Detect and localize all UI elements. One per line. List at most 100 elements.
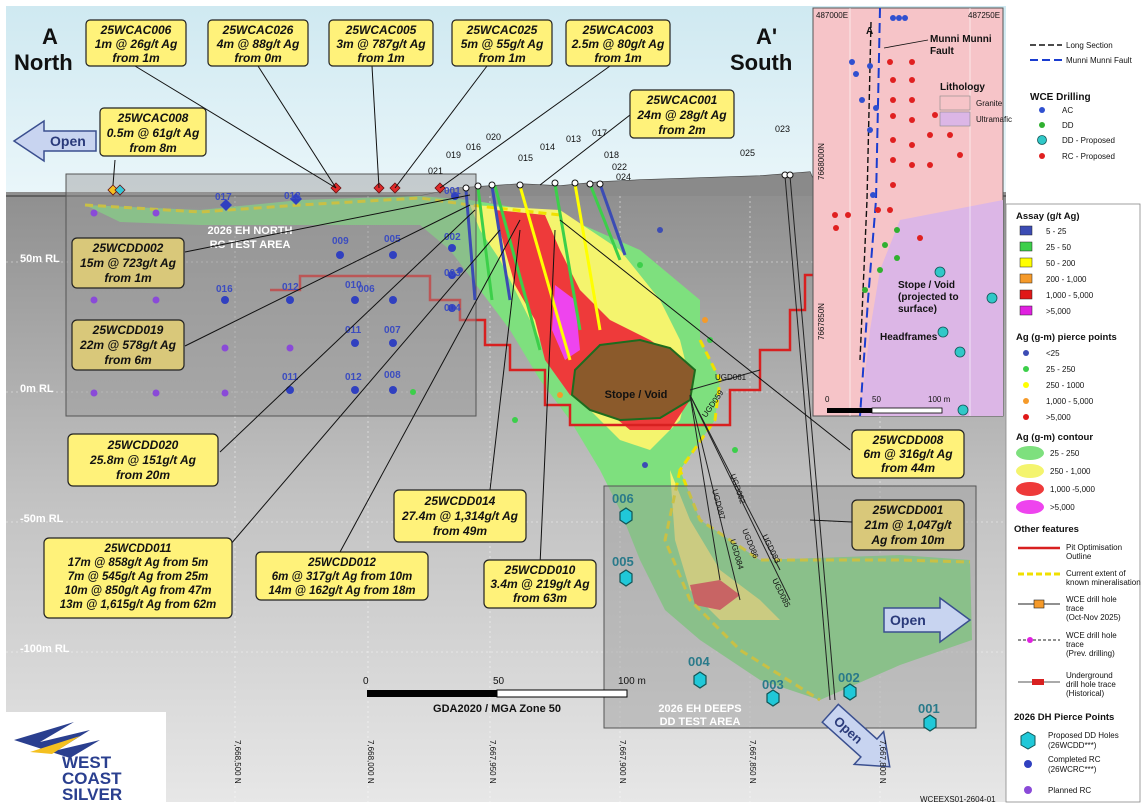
northing-labels: 7,668,500 N 7,668,000 N 7,667,950 N 7,66… bbox=[233, 740, 887, 784]
svg-text:DD - Proposed: DD - Proposed bbox=[1062, 136, 1115, 145]
collars bbox=[462, 171, 794, 192]
svg-text:7,667,900 N: 7,667,900 N bbox=[618, 740, 627, 784]
svg-text:022: 022 bbox=[612, 162, 627, 172]
section-end-a-letter: A bbox=[42, 24, 58, 49]
svg-text:trace: trace bbox=[1066, 640, 1084, 649]
svg-text:0.5m @ 61g/t Ag: 0.5m @ 61g/t Ag bbox=[107, 126, 200, 140]
svg-text:from 1m: from 1m bbox=[104, 271, 152, 285]
callout-wcdd011: 25WCDD011 17m @ 858g/t Ag from 5m 7m @ 5… bbox=[43, 537, 233, 619]
inset-fault-line bbox=[859, 7, 881, 417]
callout-wcdd020: 25WCDD020 25.8m @ 151g/t Ag from 20m bbox=[67, 433, 219, 487]
svg-text:drill hole trace: drill hole trace bbox=[1066, 680, 1116, 689]
drill-traces-old bbox=[689, 175, 836, 701]
callout-wcac008: 25WCAC008 0.5m @ 61g/t Ag from 8m bbox=[99, 107, 207, 157]
svg-text:Underground: Underground bbox=[1066, 671, 1113, 680]
svg-text:001: 001 bbox=[918, 701, 940, 716]
svg-text:24m @ 28g/t Ag: 24m @ 28g/t Ag bbox=[636, 108, 727, 122]
svg-text:SILVER: SILVER bbox=[62, 785, 122, 804]
callout-wcac026: 25WCAC026 4m @ 88g/t Ag from 0m bbox=[207, 19, 309, 67]
svg-text:surface): surface) bbox=[898, 304, 937, 315]
svg-text:004: 004 bbox=[688, 654, 710, 669]
svg-text:0: 0 bbox=[363, 676, 369, 687]
svg-text:017: 017 bbox=[592, 128, 607, 138]
svg-text:13m @ 1,615g/t Ag from 62m: 13m @ 1,615g/t Ag from 62m bbox=[60, 599, 217, 611]
svg-text:25WCDD014: 25WCDD014 bbox=[424, 494, 496, 508]
svg-text:1,000 - 5,000: 1,000 - 5,000 bbox=[1046, 397, 1094, 406]
svg-text:25WCAC006: 25WCAC006 bbox=[100, 23, 172, 37]
svg-text:UGD061: UGD061 bbox=[715, 373, 747, 382]
svg-text:2026 DH Pierce Points: 2026 DH Pierce Points bbox=[1014, 712, 1114, 723]
north-test-area-sub: RC TEST AREA bbox=[210, 239, 291, 251]
svg-text:WEST: WEST bbox=[62, 753, 112, 772]
svg-text:Open: Open bbox=[890, 612, 926, 628]
svg-text:25WCAC005: 25WCAC005 bbox=[345, 23, 417, 37]
svg-text:Completed RC: Completed RC bbox=[1048, 755, 1101, 764]
svg-text:10m @ 850g/t Ag from 47m: 10m @ 850g/t Ag from 47m bbox=[65, 585, 212, 597]
stope-void bbox=[570, 338, 697, 422]
svg-text:Proposed DD Holes: Proposed DD Holes bbox=[1048, 731, 1119, 740]
svg-text:019: 019 bbox=[446, 150, 461, 160]
svg-text:012: 012 bbox=[345, 372, 362, 383]
svg-text:Open: Open bbox=[50, 133, 86, 149]
contour-over-5000 bbox=[552, 285, 580, 360]
svg-text:005: 005 bbox=[384, 234, 401, 245]
svg-text:3m @ 787g/t Ag: 3m @ 787g/t Ag bbox=[336, 37, 426, 51]
svg-text:50 - 200: 50 - 200 bbox=[1046, 259, 1076, 268]
svg-text:7668000N: 7668000N bbox=[817, 143, 826, 180]
svg-text:7,667,800 N: 7,667,800 N bbox=[878, 740, 887, 784]
callout-wcac003: 25WCAC003 2.5m @ 80g/t Ag from 1m bbox=[565, 19, 671, 67]
svg-text:013: 013 bbox=[566, 134, 581, 144]
svg-text:25 - 250: 25 - 250 bbox=[1050, 449, 1080, 458]
svg-text:(projected to: (projected to bbox=[898, 292, 959, 303]
collar-hole-ids: 021 019 016 020 015 014 013 017 018 022 … bbox=[428, 124, 790, 182]
svg-text:25WCDD012: 25WCDD012 bbox=[307, 557, 376, 569]
svg-text:25 - 50: 25 - 50 bbox=[1046, 243, 1071, 252]
svg-text:020: 020 bbox=[486, 132, 501, 142]
open-arrow-left: Open bbox=[12, 119, 97, 163]
svg-text:25WCDD010: 25WCDD010 bbox=[504, 563, 576, 577]
svg-text:Planned RC: Planned RC bbox=[1048, 786, 1091, 795]
svg-text:200 - 1,000: 200 - 1,000 bbox=[1046, 275, 1087, 284]
callout-leaders bbox=[112, 65, 853, 566]
svg-text:010: 010 bbox=[345, 280, 362, 291]
company-logo: WEST COAST SILVER bbox=[6, 712, 166, 804]
svg-text:27.4m @ 1,314g/t Ag: 27.4m @ 1,314g/t Ag bbox=[401, 509, 519, 523]
svg-text:2.5m @ 80g/t Ag: 2.5m @ 80g/t Ag bbox=[571, 37, 665, 51]
svg-text:100 m: 100 m bbox=[928, 395, 951, 404]
svg-text:023: 023 bbox=[775, 124, 790, 134]
svg-text:4m @ 88g/t Ag: 4m @ 88g/t Ag bbox=[216, 37, 300, 51]
rl-label-minus100: -100m RL bbox=[20, 643, 70, 655]
drill-traces bbox=[464, 183, 627, 361]
svg-text:6m @ 316g/t Ag: 6m @ 316g/t Ag bbox=[863, 447, 953, 461]
callout-wcdd019: 25WCDD019 22m @ 578g/t Ag from 6m bbox=[71, 319, 185, 371]
svg-text:from 6m: from 6m bbox=[104, 353, 152, 367]
assay-legend-items: 5 - 25 25 - 50 50 - 200 200 - 1,000 1,00… bbox=[1019, 225, 1094, 316]
inset-map: 487000E 487250E 7668000N 7667850N A Munn… bbox=[812, 7, 1133, 417]
svg-text:(26WCRC***): (26WCRC***) bbox=[1048, 765, 1097, 774]
svg-text:016: 016 bbox=[466, 142, 481, 152]
svg-text:known mineralisation: known mineralisation bbox=[1066, 578, 1141, 587]
svg-text:50: 50 bbox=[493, 676, 505, 687]
svg-text:011: 011 bbox=[282, 372, 299, 383]
svg-text:(Historical): (Historical) bbox=[1066, 689, 1105, 698]
svg-text:from 8m: from 8m bbox=[129, 141, 177, 155]
svg-text:011: 011 bbox=[345, 325, 362, 336]
callout-wcdd002: 25WCDD002 15m @ 723g/t Ag from 1m bbox=[71, 237, 185, 289]
dd-pierce-labels: 006 005 004 003 002 001 bbox=[612, 491, 940, 716]
svg-text:7,668,000 N: 7,668,000 N bbox=[366, 740, 375, 784]
svg-text:AC: AC bbox=[1062, 106, 1073, 115]
svg-text:002: 002 bbox=[444, 232, 461, 243]
dh-legend-items: Proposed DD Holes (26WCDD***) Completed … bbox=[1020, 731, 1119, 795]
callout-wcdd010: 25WCDD010 3.4m @ 219g/t Ag from 63m bbox=[483, 559, 597, 609]
svg-text:25WCAC025: 25WCAC025 bbox=[466, 23, 538, 37]
svg-text:22m @ 578g/t Ag: 22m @ 578g/t Ag bbox=[79, 338, 177, 352]
svg-text:Current extent of: Current extent of bbox=[1066, 569, 1126, 578]
svg-text:DD: DD bbox=[1062, 121, 1074, 130]
svg-text:trace: trace bbox=[1066, 604, 1084, 613]
svg-text:WCE drill hole: WCE drill hole bbox=[1066, 631, 1117, 640]
svg-text:50: 50 bbox=[872, 395, 881, 404]
svg-text:7,667,850 N: 7,667,850 N bbox=[748, 740, 757, 784]
svg-text:0: 0 bbox=[825, 395, 830, 404]
svg-text:>5,000: >5,000 bbox=[1046, 413, 1071, 422]
